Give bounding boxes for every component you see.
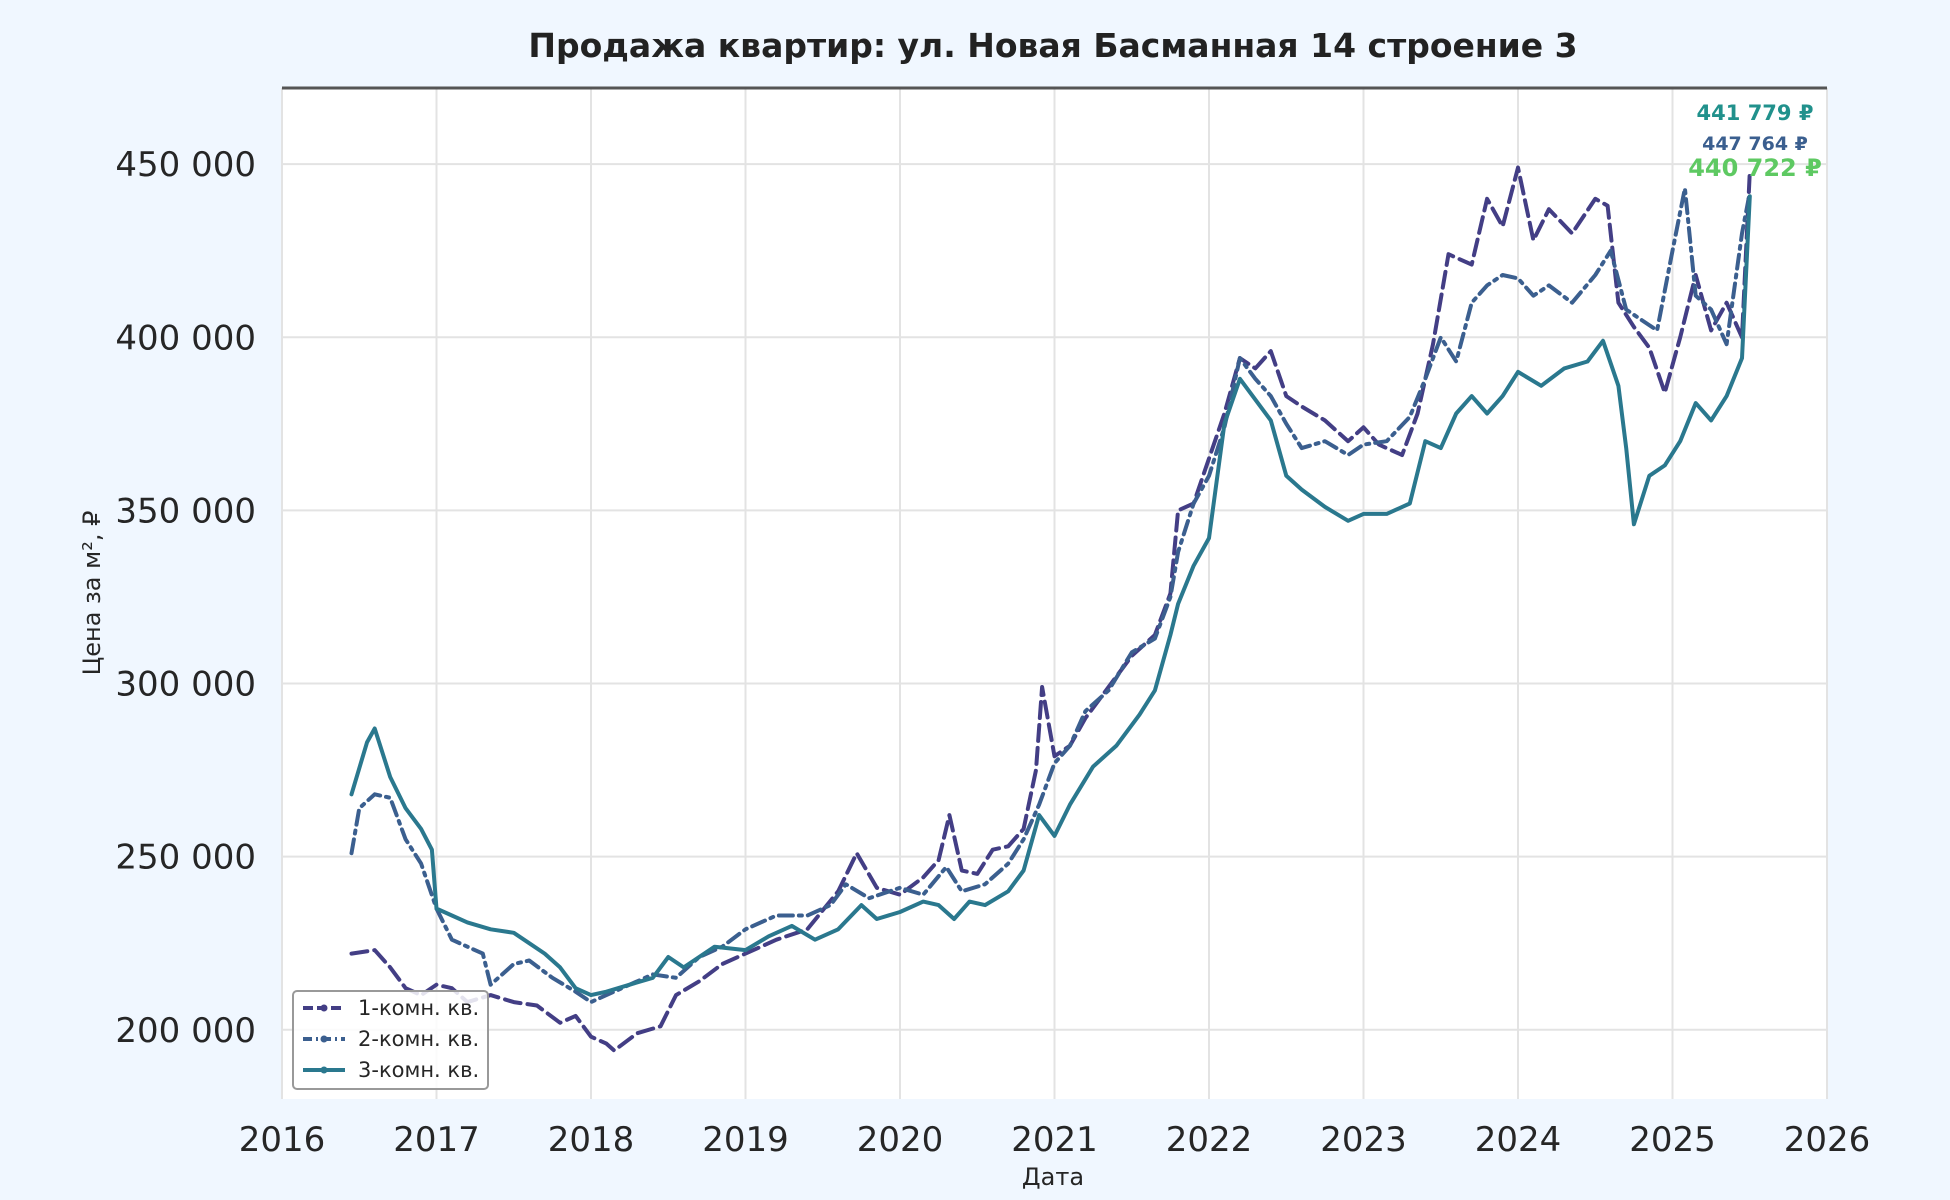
x-tick-label: 2024: [1475, 1120, 1562, 1160]
series-line-2: [349, 186, 1752, 1005]
legend: 1-комн. кв. 2-комн. кв. 3-комн. кв.: [292, 990, 489, 1090]
x-axis: 2016 2017 2018 2019 2020 2021 2022 2023 2024 2025…: [239, 1120, 1871, 1160]
x-tick-label: 2020: [857, 1120, 944, 1160]
x-tick-label: 2022: [1166, 1120, 1253, 1160]
x-tick-label: 2025: [1629, 1120, 1716, 1160]
legend-label: 3-комн. кв.: [358, 1058, 479, 1082]
grid-lines: [281, 88, 1828, 1099]
x-tick-label: 2018: [548, 1120, 635, 1160]
y-tick-label: 350 000: [115, 491, 256, 531]
end-value-labels: 447 764 ₽ 441 779 ₽ 440 722 ₽: [1688, 101, 1822, 182]
series-lines: [349, 165, 1752, 1053]
end-value-label: 441 779 ₽: [1697, 101, 1814, 125]
legend-marker: [320, 1035, 328, 1043]
y-tick-label: 300 000: [115, 665, 256, 705]
y-axis-label: Цена за м², ₽: [78, 511, 106, 676]
x-tick-label: 2016: [239, 1120, 326, 1160]
series-line-3: [349, 194, 1752, 998]
x-tick-label: 2023: [1320, 1120, 1407, 1160]
legend-marker: [320, 1004, 328, 1012]
legend-box: [292, 990, 489, 1090]
legend-label: 2-комн. кв.: [358, 1027, 479, 1051]
legend-marker: [320, 1066, 328, 1074]
legend-label: 1-комн. кв.: [358, 996, 479, 1020]
x-tick-label: 2021: [1011, 1120, 1098, 1160]
y-tick-label: 200 000: [115, 1011, 256, 1051]
chart-title: Продажа квартир: ул. Новая Басманная 14 …: [528, 26, 1577, 65]
y-tick-label: 400 000: [115, 318, 256, 358]
x-tick-label: 2026: [1784, 1120, 1871, 1160]
end-value-label: 440 722 ₽: [1688, 154, 1822, 182]
x-tick-label: 2017: [393, 1120, 480, 1160]
end-value-label: 447 764 ₽: [1702, 133, 1808, 155]
y-tick-label: 450 000: [115, 145, 256, 185]
series-line-1: [349, 165, 1752, 1053]
x-axis-label: Дата: [1022, 1163, 1084, 1191]
y-axis: 200 000 250 000 300 000 350 000 400 000 450 0…: [115, 145, 256, 1051]
y-tick-label: 250 000: [115, 838, 256, 878]
x-tick-label: 2019: [702, 1120, 789, 1160]
